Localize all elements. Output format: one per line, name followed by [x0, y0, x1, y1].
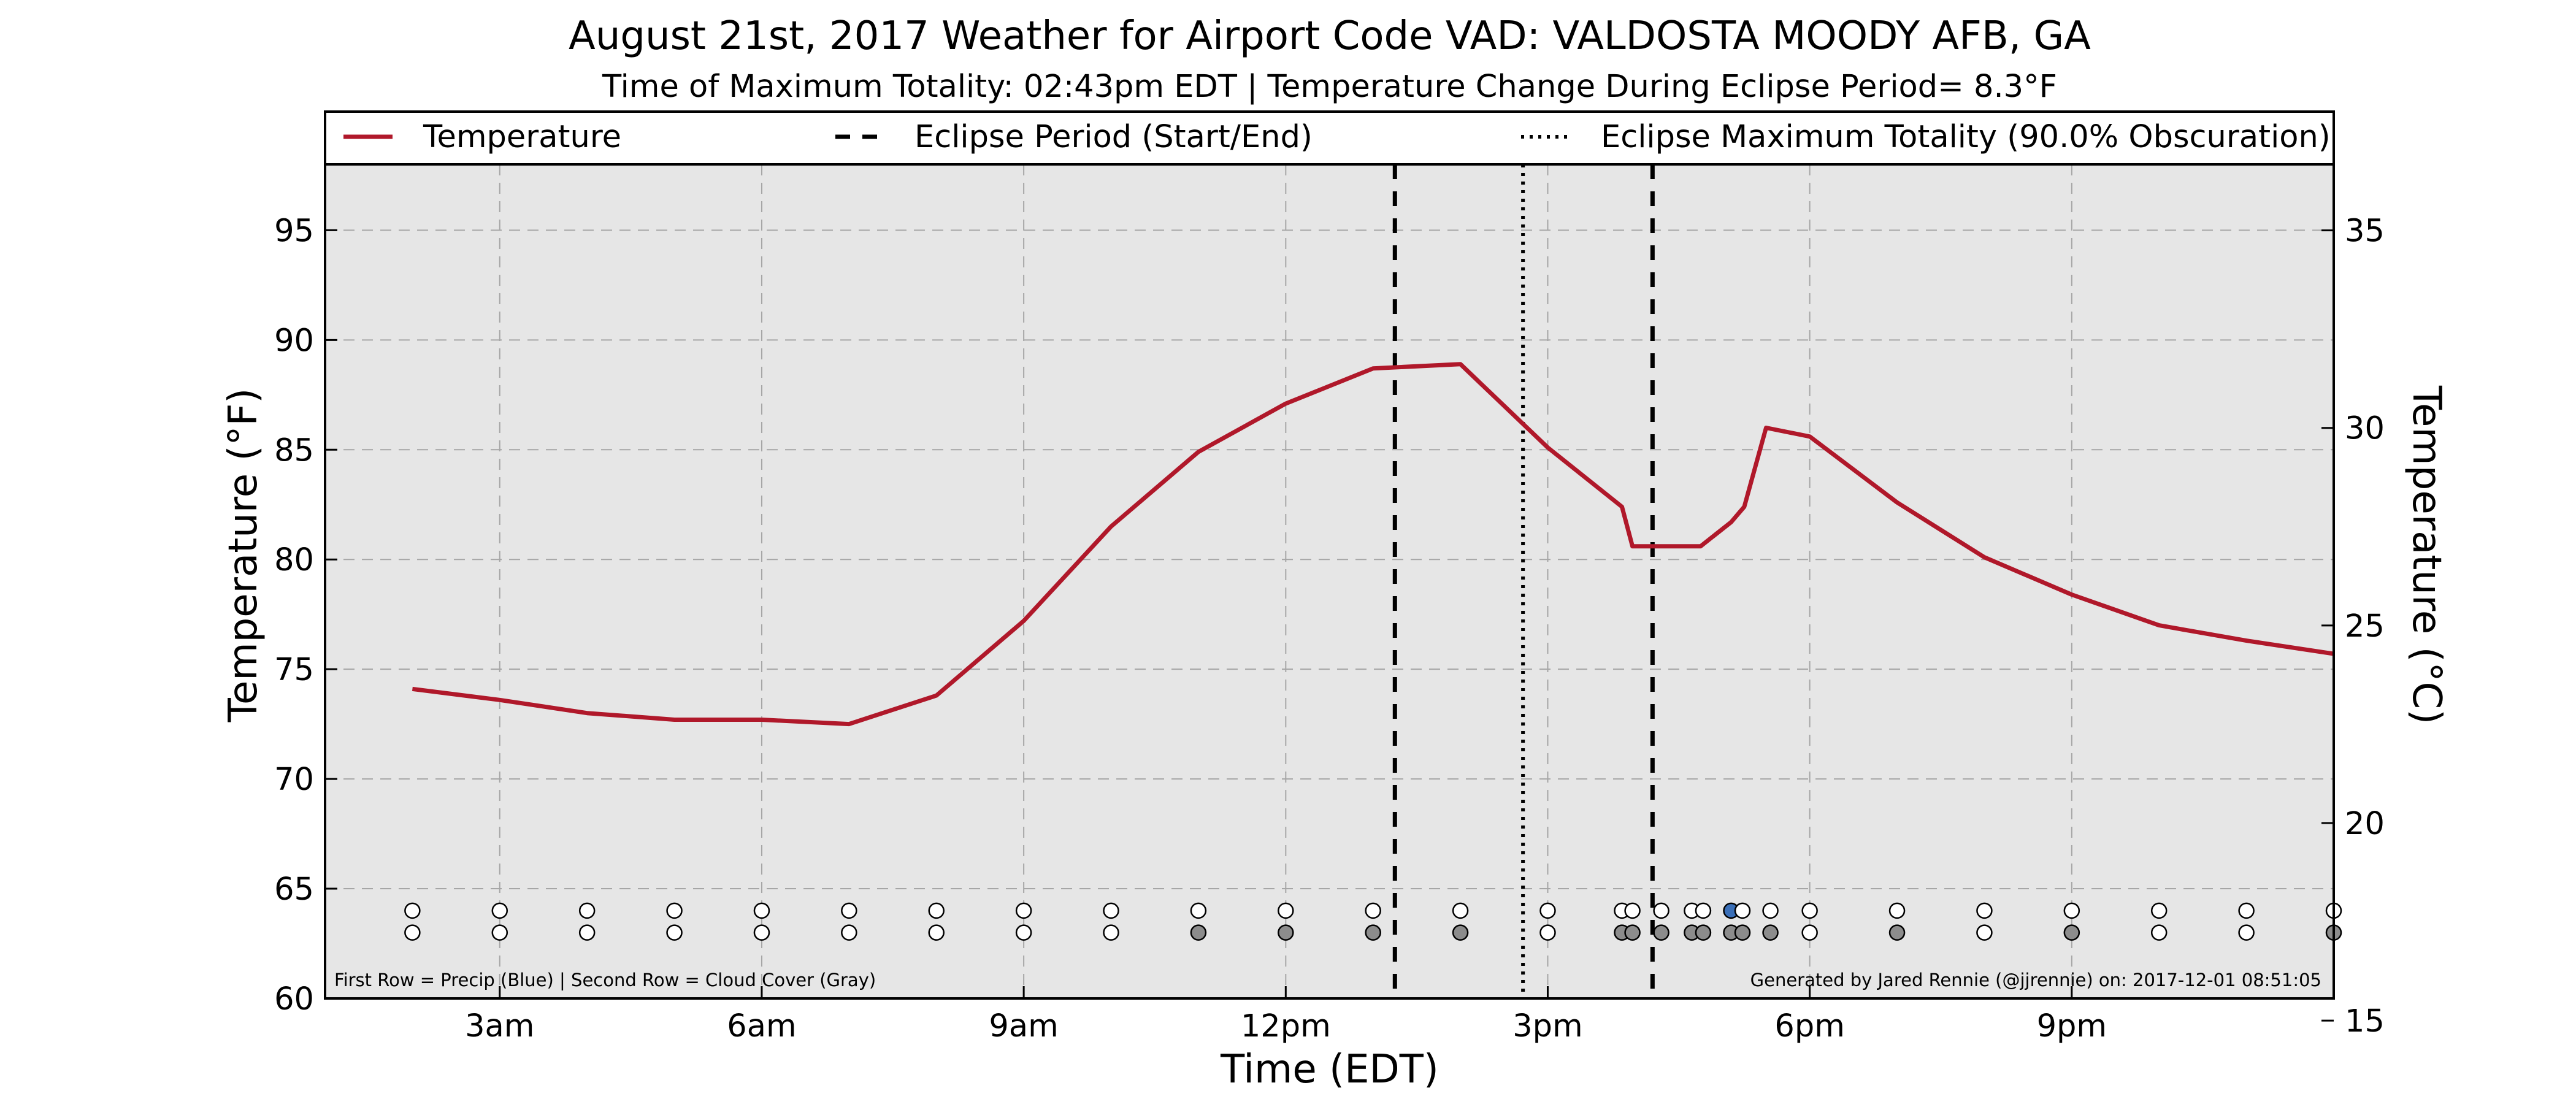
precip-marker	[1539, 902, 1556, 919]
cloud-cover-marker	[1624, 924, 1641, 941]
precip-marker	[841, 902, 857, 919]
cloud-cover-marker	[1278, 924, 1294, 941]
plot-area	[325, 164, 2334, 998]
legend-label-eclipse-max: Eclipse Maximum Totality (90.0% Obscurat…	[1601, 119, 2331, 155]
precip-marker	[1762, 902, 1779, 919]
x-tick-label: 3am	[465, 1008, 534, 1044]
precip-marker	[578, 902, 596, 919]
y2-axis-label: Temperature (°C)	[2404, 385, 2449, 724]
precip-marker	[1103, 902, 1119, 919]
cloud-cover-marker	[1695, 924, 1712, 941]
x-tick-label: 12pm	[1241, 1008, 1331, 1044]
precip-marker	[1888, 902, 1906, 919]
cloud-cover-marker	[2063, 924, 2080, 941]
y2-tick-label: 30	[2345, 411, 2385, 447]
precip-marker	[1801, 902, 1818, 919]
precip-marker	[1278, 902, 1294, 919]
cloud-cover-marker	[1452, 924, 1469, 941]
precip-marker	[1624, 902, 1641, 919]
precip-marker	[666, 902, 683, 919]
cloud-cover-marker	[1015, 924, 1032, 941]
y-tick-label: 80	[274, 542, 314, 578]
cloud-cover-marker	[491, 924, 508, 941]
y-tick-label: 95	[274, 213, 314, 249]
cloud-cover-marker	[2238, 924, 2255, 941]
precip-marker	[2150, 902, 2168, 919]
eclipse-layer	[1392, 164, 1655, 998]
cloud-cover-marker	[1734, 924, 1751, 941]
precip-marker	[404, 902, 421, 919]
legend-box	[324, 110, 2335, 166]
cloud-cover-marker	[404, 924, 421, 941]
y2-tick-label: 35	[2345, 213, 2385, 250]
y2-tick-label: 15	[2345, 1003, 2385, 1040]
y2-tick-label: 20	[2345, 806, 2385, 842]
chart-subtitle: Time of Maximum Totality: 02:43pm EDT | …	[602, 69, 2057, 105]
precip-marker	[1190, 902, 1207, 919]
legend-label-temperature: Temperature	[423, 119, 621, 155]
cloud-cover-marker	[928, 924, 945, 941]
precip-marker	[753, 902, 770, 919]
cloud-cover-marker	[666, 924, 683, 941]
y-tick-label: 85	[274, 432, 314, 469]
cloud-cover-marker	[1976, 924, 1993, 941]
cloud-cover-marker	[2150, 924, 2168, 941]
y2-tick-label: 25	[2345, 608, 2385, 645]
x-tick-label: 6am	[727, 1008, 796, 1044]
chart-title: August 21st, 2017 Weather for Airport Co…	[569, 13, 2091, 59]
cloud-cover-marker	[1190, 924, 1207, 941]
precip-marker	[1452, 902, 1469, 919]
cloud-cover-marker	[578, 924, 596, 941]
legend: Temperature Eclipse Period (Start/End) E…	[324, 110, 2335, 166]
temperature-series-line	[412, 362, 2334, 727]
y-tick-label: 60	[274, 981, 314, 1017]
precip-marker	[1365, 902, 1381, 919]
precip-marker	[2063, 902, 2080, 919]
legend-label-eclipse-period: Eclipse Period (Start/End)	[914, 119, 1313, 155]
x-tick-label: 9pm	[2037, 1008, 2107, 1044]
cloud-cover-marker	[1653, 924, 1669, 941]
footnote-right: Generated by Jared Rennie (@jjrennie) on…	[1750, 970, 2321, 990]
precip-marker	[1015, 902, 1032, 919]
cloud-cover-marker	[1539, 924, 1556, 941]
series-layer	[412, 362, 2334, 727]
precip-marker	[1653, 902, 1669, 919]
cloud-cover-marker	[1103, 924, 1119, 941]
cloud-cover-marker	[841, 924, 857, 941]
y-tick-label: 90	[274, 323, 314, 359]
x-tick-label: 6pm	[1774, 1008, 1845, 1044]
y-tick-label: 75	[274, 652, 314, 688]
cloud-cover-marker	[1365, 924, 1381, 941]
precip-marker	[928, 902, 945, 919]
axis-layer: 60 65 70 75 80 85 90 95 15 20 25 30 35 3am 6am 9am 12pm 3…	[274, 213, 2385, 1044]
y-axis-label: Temperature (°F)	[221, 388, 266, 723]
precip-marker	[1976, 902, 1993, 919]
footnote-left: First Row = Precip (Blue) | Second Row =…	[334, 970, 876, 990]
marker-layer	[404, 902, 2342, 941]
cloud-cover-marker	[1762, 924, 1779, 941]
y-tick-label: 70	[274, 762, 314, 798]
x-tick-label: 3pm	[1512, 1008, 1583, 1044]
x-axis-label: Time (EDT)	[1220, 1047, 1439, 1092]
cloud-cover-marker	[753, 924, 770, 941]
y-tick-label: 65	[274, 871, 314, 908]
precip-marker	[1695, 902, 1712, 919]
precip-marker	[2238, 902, 2255, 919]
cloud-cover-marker	[1801, 924, 1818, 941]
grid-layer	[325, 164, 2334, 998]
x-tick-label: 9am	[989, 1008, 1058, 1044]
precip-marker	[491, 902, 508, 919]
precip-marker	[1734, 902, 1751, 919]
cloud-cover-marker	[1888, 924, 1906, 941]
